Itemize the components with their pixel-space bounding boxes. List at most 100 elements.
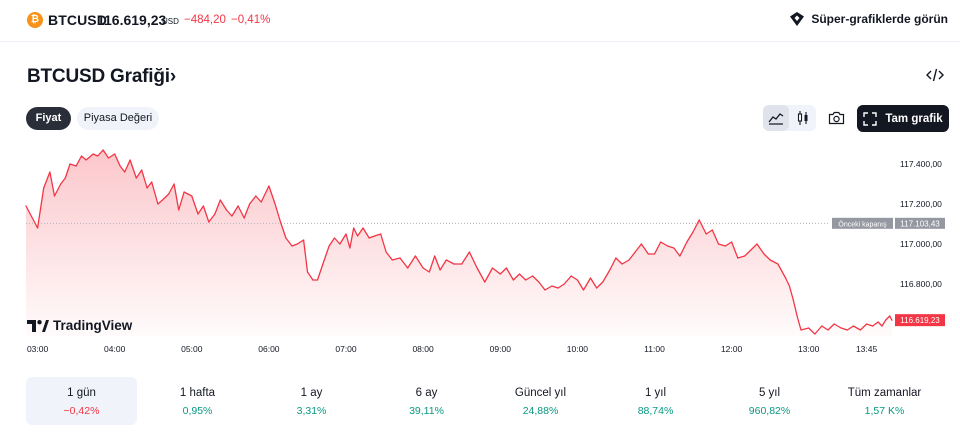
price-point (428, 271, 430, 273)
price-point (97, 155, 99, 157)
candles-button[interactable] (790, 105, 816, 131)
price-point (151, 181, 153, 183)
screenshot-button[interactable] (823, 105, 849, 131)
price-point (296, 243, 298, 245)
price-point (667, 245, 669, 247)
x-tick-label: 12:00 (721, 344, 743, 354)
price-point (763, 253, 765, 255)
embed-code-icon[interactable] (925, 66, 945, 84)
symbol-header: ₿ BTCUSD 116.619,23 USD −484,20 −0,41% S… (0, 0, 960, 42)
price-point (255, 195, 257, 197)
price-point (345, 233, 347, 235)
price-point (399, 257, 401, 259)
x-tick-label: 07:00 (335, 344, 357, 354)
full-chart-button[interactable]: Tam grafik (857, 105, 949, 132)
price-chart[interactable]: 117.400,00 117.200,00 117.000,00 116.800,00… (0, 140, 960, 364)
price-point (146, 187, 148, 189)
price-point (717, 243, 720, 245)
price-point (114, 153, 116, 155)
price-point (596, 287, 598, 289)
price-point (800, 329, 802, 331)
period-tab[interactable]: Tüm zamanlar 1,57 K% (829, 377, 940, 425)
period-label: 5 yıl (758, 387, 781, 399)
x-tick-label: 09:00 (490, 344, 512, 354)
price-point (80, 155, 83, 157)
period-change: 24,88% (522, 405, 559, 417)
price-point (852, 325, 855, 327)
price-point (49, 171, 51, 173)
price-point (814, 333, 816, 335)
price-point (445, 259, 447, 261)
price-point (357, 235, 359, 237)
price-point (249, 203, 251, 205)
price-point (178, 209, 180, 211)
period-change: 88,74% (637, 405, 674, 417)
price-point (303, 239, 305, 241)
price-point (796, 315, 798, 317)
price-point (673, 247, 675, 249)
price-point (769, 259, 771, 261)
price-point (349, 247, 351, 249)
price-point (881, 325, 883, 327)
period-change: 39,11% (409, 405, 444, 417)
price-point (777, 263, 779, 265)
last-price-badge: 116.619,23 (895, 314, 945, 327)
period-label: 1 ay (300, 387, 323, 399)
price-point (385, 251, 387, 253)
price-point (788, 285, 791, 287)
price-point (202, 205, 204, 207)
price-point (750, 249, 752, 251)
price-point (609, 269, 611, 271)
period-label: Güncel yıl (514, 387, 567, 399)
price-point (368, 237, 370, 239)
price-point (291, 245, 293, 247)
price-point (279, 221, 282, 223)
price-point (197, 213, 199, 215)
period-tab[interactable]: 5 yıl 960,82% (714, 377, 825, 425)
price-point (785, 277, 787, 279)
super-charts-link[interactable]: Süper-grafiklerde görün (789, 11, 948, 27)
period-tab[interactable]: 6 ay 39,11% (371, 377, 482, 425)
chart-type-group (763, 105, 816, 131)
price-point (705, 233, 707, 235)
market-cap-toggle[interactable]: Piyasa Değeri (77, 107, 159, 130)
price-point (306, 271, 309, 273)
price-point (872, 325, 874, 327)
price-point (25, 205, 27, 207)
price-point (85, 159, 87, 161)
symbol-name[interactable]: BTCUSD (48, 12, 107, 28)
price-point (37, 227, 39, 229)
price-point (846, 329, 848, 331)
price-point (621, 263, 623, 265)
price-point (505, 267, 507, 269)
price-point (434, 255, 436, 257)
price-point (859, 329, 862, 331)
period-tab[interactable]: 1 ay 3,31% (256, 377, 367, 425)
period-tab[interactable]: Güncel yıl 24,88% (485, 377, 596, 425)
x-tick-label: 06:00 (258, 344, 280, 354)
price-point (647, 253, 649, 255)
price-point (538, 281, 540, 283)
chart-title-link[interactable]: BTCUSD Grafiği› (27, 66, 176, 88)
period-tab[interactable]: 1 hafta 0,95% (142, 377, 253, 425)
price-point (60, 183, 62, 185)
period-label: 1 gün (67, 387, 96, 399)
price-point (877, 321, 879, 323)
area-chart-button[interactable] (763, 105, 789, 131)
price-point (135, 177, 137, 179)
price-point (414, 255, 416, 257)
period-tab[interactable]: 1 yıl 88,74% (600, 377, 711, 425)
tradingview-logo: TradingView (27, 318, 132, 333)
price-point (439, 269, 441, 271)
price-toggle[interactable]: Fiyat (26, 107, 71, 130)
full-chart-label: Tam grafik (885, 112, 943, 125)
price-point (339, 243, 341, 245)
price-point (737, 257, 739, 259)
price-point (461, 263, 463, 265)
tradingview-mark-icon (27, 319, 49, 332)
period-change: −0,42% (63, 405, 100, 417)
x-tick-label: 11:00 (644, 344, 665, 354)
price-point (563, 283, 565, 285)
period-tab[interactable]: 1 gün −0,42% (26, 377, 137, 425)
price-point (744, 255, 746, 257)
